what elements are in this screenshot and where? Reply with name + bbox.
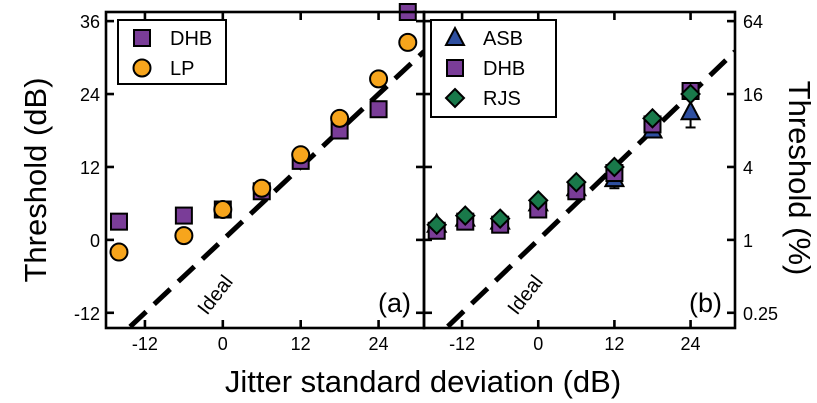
y-axis-title-right: Threshold (%)	[782, 81, 817, 276]
y-axis-title-left: Threshold (dB)	[18, 77, 53, 282]
y-tick-label: 16	[743, 85, 763, 105]
y-tick-label: 24	[80, 85, 100, 105]
data-point-lp	[369, 69, 389, 89]
data-point-lp	[330, 108, 350, 128]
legend-marker-dhb	[133, 29, 151, 47]
data-point-lp	[213, 200, 233, 219]
x-tick-label: -12	[132, 334, 158, 354]
data-point-dhb	[174, 206, 193, 225]
x-tick-label: 24	[369, 334, 389, 354]
series-lp	[109, 32, 418, 262]
legend: DHB LP	[117, 19, 227, 85]
y-tick-label: 12	[80, 158, 100, 178]
data-point-dhb	[109, 212, 128, 231]
legend-label: RJS	[483, 88, 521, 110]
x-tick-label: 0	[533, 334, 543, 354]
data-point-rjs	[454, 205, 476, 226]
ideal-label: Ideal	[504, 271, 548, 319]
data-point-lp	[174, 226, 194, 246]
data-point-rjs	[489, 208, 511, 230]
legend-marker-rjs	[444, 87, 466, 109]
x-tick-label: 12	[604, 334, 624, 354]
data-point-lp	[291, 145, 311, 165]
data-point-lp	[109, 242, 129, 262]
x-axis-title: Jitter standard deviation (dB)	[225, 364, 621, 399]
legend-marker-lp	[132, 58, 152, 78]
legend-label: DHB	[483, 58, 525, 80]
data-point-rjs	[565, 171, 587, 193]
y-tick-label: 64	[743, 12, 763, 32]
data-point-rjs	[680, 83, 701, 105]
x-tick-label: 0	[218, 334, 228, 354]
y-tick-label: 0.25	[743, 304, 778, 324]
x-tick-label: -12	[449, 334, 475, 354]
legend-label: DHB	[170, 28, 212, 50]
x-tick-label: 12	[291, 334, 311, 354]
ideal-label: Ideal	[194, 271, 238, 319]
panel-b: Ideal -12 0 12 24 0.25 1 4 16 64 ASB DHB RJS (b)	[422, 10, 778, 354]
data-point-lp	[252, 178, 272, 198]
plot-frame	[422, 10, 737, 330]
legend-marker-asb	[444, 25, 466, 46]
legend: ASB DHB RJS	[430, 19, 557, 118]
series-rjs	[426, 83, 701, 236]
y-tick-label: -12	[74, 304, 100, 324]
data-point-rjs	[642, 107, 663, 129]
panel-label: (b)	[689, 288, 722, 318]
panel-a: Ideal -12 0 12 24 -12 0 12 24 36 DHB LP (a)	[74, 3, 426, 354]
legend-label: LP	[170, 58, 194, 80]
ideal-line	[125, 49, 424, 328]
y-tick-label: 0	[90, 231, 100, 251]
data-point-asb	[679, 100, 702, 121]
data-point-lp	[398, 32, 418, 52]
data-point-rjs	[527, 189, 549, 211]
y-tick-label: 1	[743, 231, 753, 251]
legend-marker-dhb	[446, 59, 464, 77]
data-point-rjs	[426, 214, 448, 236]
legend-label: ASB	[483, 28, 523, 50]
x-tick-label: 24	[681, 334, 701, 354]
y-tick-label: 36	[80, 12, 100, 32]
data-point-rjs	[603, 156, 625, 178]
y-tick-label: 4	[743, 158, 753, 178]
ideal-line	[442, 49, 735, 328]
data-point-dhb	[369, 100, 388, 119]
panel-label: (a)	[378, 288, 411, 318]
